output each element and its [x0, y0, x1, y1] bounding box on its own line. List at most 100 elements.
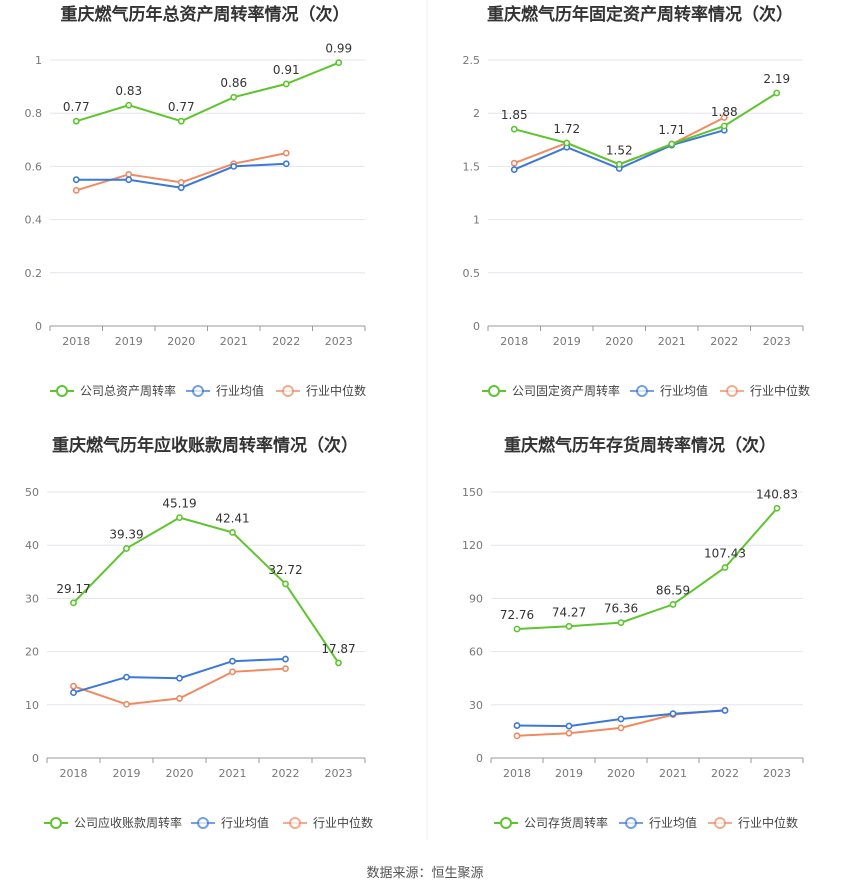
y-tick-label: 10 [25, 699, 39, 712]
data-label: 86.59 [656, 583, 690, 597]
data-label: 74.27 [552, 605, 586, 619]
data-point [565, 722, 573, 730]
x-tick-label: 2019 [553, 335, 581, 348]
data-point [510, 125, 518, 133]
data-label: 0.77 [168, 100, 195, 114]
x-tick-label: 2019 [555, 767, 583, 780]
data-point [70, 599, 77, 607]
data-point [773, 89, 781, 97]
series-line-company [514, 92, 778, 166]
data-point [125, 170, 133, 178]
chart-title: 重庆燃气历年固定资产周转率情况（次） [487, 4, 793, 25]
data-point [617, 724, 625, 732]
legend-circle-icon [56, 385, 68, 397]
data-point [617, 715, 625, 723]
legend-label: 公司总资产周转率 [80, 383, 176, 398]
data-label: 0.86 [220, 76, 247, 90]
legend-circle-icon [289, 817, 301, 829]
x-tick-label: 2019 [115, 335, 143, 348]
data-point [617, 619, 625, 626]
data-point [230, 93, 238, 101]
data-point [123, 700, 130, 708]
x-tick-label: 2021 [219, 767, 247, 780]
data-point [70, 682, 77, 690]
data-point [230, 162, 238, 170]
data-point [563, 139, 571, 147]
y-tick-label: 0 [32, 752, 39, 765]
data-label: 39.39 [109, 527, 143, 541]
data-label: 2.19 [763, 72, 790, 86]
legend-label: 行业中位数 [313, 815, 373, 830]
legend-label: 行业均值 [660, 383, 708, 398]
legend-label: 行业均值 [649, 815, 697, 830]
legend-circle-icon [625, 817, 637, 829]
x-tick-label: 2023 [763, 767, 791, 780]
legend-label: 行业中位数 [738, 815, 798, 830]
y-tick-label: 30 [25, 592, 39, 605]
y-tick-label: 0.5 [463, 267, 481, 280]
data-point [70, 689, 77, 696]
data-point [229, 657, 236, 665]
data-point [510, 159, 518, 167]
legend-item-industry-median: 行业中位数 [276, 383, 366, 398]
y-tick-label: 20 [25, 646, 39, 659]
data-point [510, 166, 518, 173]
series-line-company [76, 61, 340, 123]
data-label: 72.76 [500, 608, 534, 622]
data-point [565, 622, 573, 630]
data-point [282, 149, 290, 157]
y-tick-label: 2 [473, 107, 480, 120]
data-point [282, 80, 290, 88]
legend-label: 公司固定资产周转率 [512, 383, 620, 398]
chart-panel-4: 重庆燃气历年存货周转率情况（次） 0 30 60 90 120 150 2018 2019 202… [462, 435, 804, 830]
legend-item-industry-avg: 行业均值 [630, 383, 708, 398]
data-point [229, 528, 236, 536]
y-tick-label: 0 [476, 752, 483, 765]
data-label: 140.83 [756, 487, 798, 501]
data-point [335, 59, 343, 67]
legend-item-company: 公司应收账款周转率 [44, 815, 182, 830]
series-line-company [72, 516, 340, 664]
data-point [177, 178, 185, 186]
y-tick-label: 1.5 [463, 160, 481, 173]
legend-circle-icon [714, 817, 726, 829]
data-label: 1.85 [501, 108, 528, 122]
series-line-company [516, 507, 778, 630]
chart-title: 重庆燃气历年总资产周转率情况（次） [61, 4, 350, 25]
data-label: 76.36 [604, 602, 638, 616]
legend-item-industry-median: 行业中位数 [708, 815, 798, 830]
x-tick-label: 2021 [658, 335, 686, 348]
data-point [282, 655, 289, 663]
y-tick-label: 60 [469, 646, 483, 659]
x-tick-label: 2018 [62, 335, 90, 348]
y-tick-label: 0.6 [25, 160, 43, 173]
data-point [282, 160, 290, 168]
legend-circle-icon [726, 385, 738, 397]
data-label: 17.87 [321, 642, 355, 656]
data-label: 107.43 [704, 546, 746, 560]
legend-label: 行业中位数 [750, 383, 810, 398]
legend-circle-icon [500, 817, 512, 829]
data-point [176, 695, 183, 702]
y-tick-label: 90 [469, 592, 483, 605]
y-tick-label: 1 [35, 54, 42, 67]
data-point [565, 729, 573, 737]
y-tick-label: 0.8 [25, 107, 43, 120]
data-point [721, 564, 729, 571]
chart-panel-1: 重庆燃气历年总资产周转率情况（次） 0 0.2 0.4 0.6 0.8 1 2018 2019 2… [25, 4, 367, 398]
data-point [282, 580, 289, 588]
data-label: 1.71 [658, 123, 685, 137]
data-label: 29.17 [56, 582, 90, 596]
y-tick-label: 0 [473, 320, 480, 333]
y-tick-label: 150 [462, 486, 483, 499]
y-tick-label: 50 [25, 486, 39, 499]
x-tick-label: 2023 [763, 335, 791, 348]
data-point [720, 122, 728, 130]
data-point [123, 673, 130, 681]
y-tick-label: 30 [469, 699, 483, 712]
data-label: 1.88 [711, 105, 738, 119]
data-point [72, 186, 80, 194]
x-tick-label: 2022 [711, 767, 739, 780]
y-tick-label: 1 [473, 214, 480, 227]
legend-label: 公司存货周转率 [524, 815, 608, 830]
